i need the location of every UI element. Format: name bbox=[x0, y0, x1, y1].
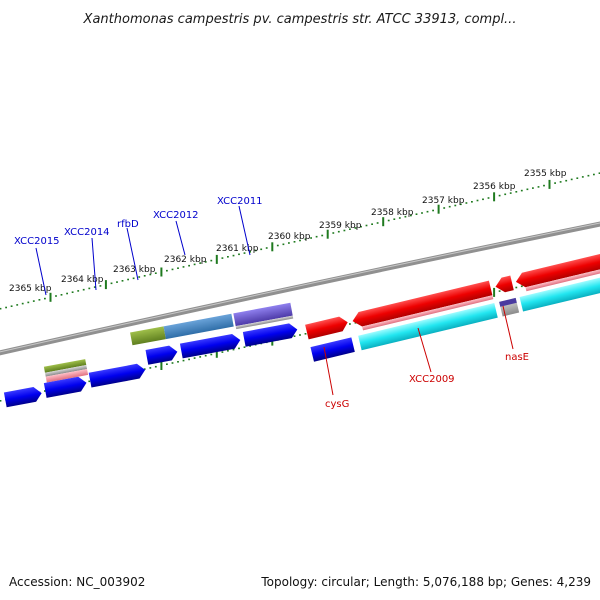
scale-label-2356: 2356 kbp bbox=[473, 182, 516, 192]
scale-label-2362: 2362 kbp bbox=[164, 255, 207, 265]
feature-xcc2015-rna[interactable] bbox=[43, 359, 89, 383]
scale-label-2360: 2360 kbp bbox=[268, 232, 311, 242]
gene-arrow-xcc2015[interactable] bbox=[43, 375, 88, 398]
gene-arrow-left-edge[interactable] bbox=[3, 386, 43, 408]
label-leaders bbox=[35, 205, 514, 396]
gene-label-nase[interactable]: nasE bbox=[505, 352, 529, 363]
genome-backbone bbox=[0, 221, 600, 356]
gene-arrow-small-red[interactable] bbox=[494, 275, 514, 295]
gene-arrow-rfbd[interactable] bbox=[145, 344, 179, 365]
gene-label-xcc2009[interactable]: XCC2009 bbox=[409, 374, 455, 385]
gene-label-xcc2015[interactable]: XCC2015 bbox=[14, 236, 60, 247]
scale-label-2363: 2363 kbp bbox=[113, 265, 156, 275]
gene-label-rfbd[interactable]: rfbD bbox=[117, 219, 139, 230]
accession-text: Accession: NC_003902 bbox=[9, 575, 145, 589]
gene-label-xcc2011[interactable]: XCC2011 bbox=[217, 196, 263, 207]
gene-labels-lower: cysG XCC2009 nasE bbox=[325, 352, 529, 410]
gene-arrow-xcc2014[interactable] bbox=[88, 363, 147, 388]
map-title: Xanthomonas campestris pv. campestris st… bbox=[83, 12, 517, 27]
feature-xcc2011-region[interactable] bbox=[233, 302, 293, 327]
gene-label-xcc2014[interactable]: XCC2014 bbox=[64, 227, 110, 238]
gene-label-xcc2012[interactable]: XCC2012 bbox=[153, 210, 199, 221]
gene-arrow-xcc2011[interactable] bbox=[242, 322, 299, 347]
gene-arrow-xcc2012[interactable] bbox=[179, 333, 242, 359]
gene-arrow-nase-cyan[interactable] bbox=[519, 271, 600, 312]
gene-arrow-nase-red[interactable] bbox=[514, 249, 600, 289]
feature-xcc2012-region[interactable] bbox=[163, 313, 234, 340]
scale-label-2364: 2364 kbp bbox=[61, 275, 104, 285]
scale-labels: 2365 kbp 2364 kbp 2363 kbp 2362 kbp 2361… bbox=[9, 169, 567, 294]
gene-arrow-xcc2009-red[interactable] bbox=[351, 280, 493, 329]
gene-arrow-cysg-blue[interactable] bbox=[310, 337, 355, 362]
scale-label-2365: 2365 kbp bbox=[9, 284, 52, 294]
scale-label-2358: 2358 kbp bbox=[371, 208, 414, 218]
scale-label-2357: 2357 kbp bbox=[422, 196, 465, 206]
topology-summary-text: Topology: circular; Length: 5,076,188 bp… bbox=[260, 575, 591, 589]
gene-arrow-xcc2009-cyan[interactable] bbox=[358, 303, 498, 351]
scale-label-2359: 2359 kbp bbox=[319, 221, 362, 231]
gene-arrow-cysg-red[interactable] bbox=[305, 315, 349, 340]
gene-labels-upper: XCC2015 XCC2014 rfbD XCC2012 XCC2011 bbox=[14, 196, 263, 247]
gene-label-cysg[interactable]: cysG bbox=[325, 399, 349, 410]
feature-rfbd-region[interactable] bbox=[130, 326, 166, 346]
scale-ticks-outer bbox=[0, 172, 600, 310]
scale-label-2355: 2355 kbp bbox=[524, 169, 567, 179]
scale-label-2361: 2361 kbp bbox=[216, 244, 259, 254]
